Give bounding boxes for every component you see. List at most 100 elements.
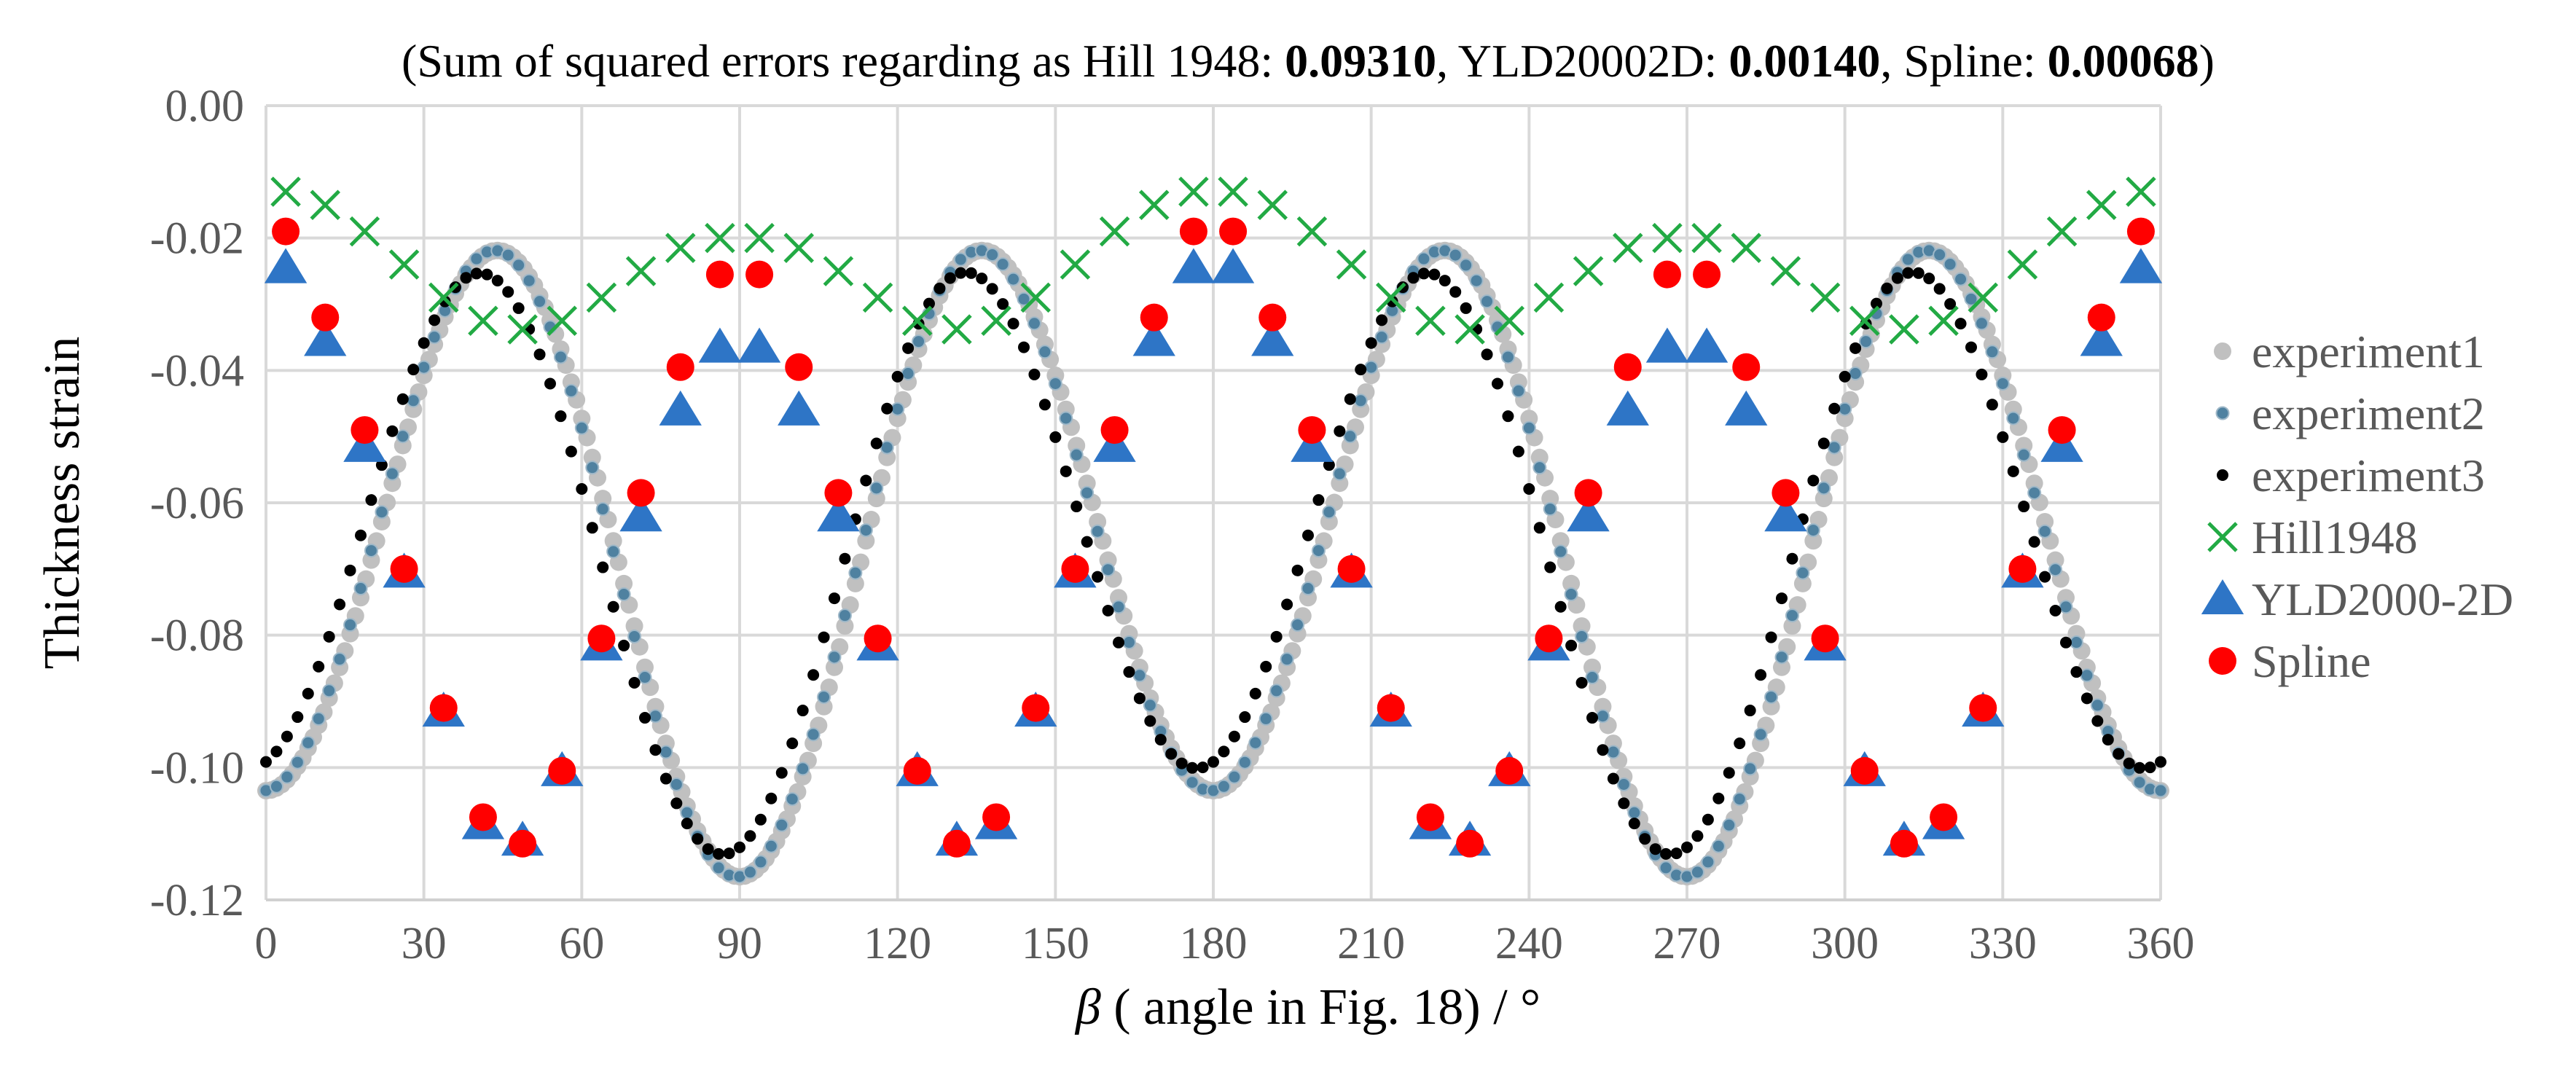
spline-point	[1140, 303, 1168, 332]
x-tick-label: 360	[2127, 919, 2195, 968]
spline-point	[311, 303, 340, 332]
hill-stroke	[1138, 189, 1170, 221]
experiment3-point	[2060, 636, 2072, 649]
experiment3-point	[1007, 318, 1019, 330]
experiment2-point	[1522, 420, 1536, 435]
hill1948-point	[1889, 314, 1919, 345]
experiment2-point	[595, 502, 610, 517]
hill-stroke	[1257, 189, 1288, 221]
experiment2-point	[1301, 581, 1315, 596]
experiment3-point	[2155, 756, 2166, 768]
hill-stroke	[428, 282, 459, 313]
experiment2-point	[837, 608, 852, 623]
experiment3-point	[1533, 522, 1546, 534]
experiment2-point	[2048, 563, 2063, 577]
spline-point	[1100, 416, 1129, 444]
experiment2-point	[1848, 367, 1863, 381]
hill1948-point	[1336, 249, 1367, 280]
experiment2-point	[353, 581, 368, 596]
hill1948-point	[744, 222, 775, 254]
experiment2-point	[1543, 502, 1557, 517]
experiment2-point	[1690, 865, 1704, 880]
spline-point	[1850, 756, 1879, 785]
hill-stroke	[547, 305, 578, 336]
experiment2-point	[280, 769, 294, 784]
experiment1-point	[1541, 490, 1559, 508]
x-tick-label: 210	[1337, 919, 1405, 968]
experiment2-point	[396, 429, 410, 444]
experiment2-point	[1817, 481, 1831, 496]
experiment3-point	[702, 843, 714, 855]
title-part: )	[2199, 35, 2215, 87]
experiment2-point	[1080, 485, 1095, 500]
experiment2-point	[1511, 383, 1526, 398]
experiment2-point	[1364, 360, 1379, 375]
hill-stroke	[1494, 305, 1525, 336]
experiment3-point	[1038, 399, 1051, 411]
hill1948-point	[1652, 222, 1683, 254]
experiment2-point	[1448, 248, 1463, 262]
experiment3-point	[2123, 757, 2135, 769]
experiment3-point	[618, 639, 630, 651]
title-part: , Spline:	[1880, 35, 2047, 87]
experiment1-point	[1825, 448, 1844, 466]
experiment3-point	[818, 631, 830, 643]
spline-point	[903, 756, 931, 785]
experiment2-point	[1774, 650, 1789, 665]
experiment3-point	[576, 482, 588, 495]
hill1948-point	[1612, 232, 1643, 264]
experiment2-point	[574, 420, 589, 435]
x-axis-title: β ( angle in Fig. 18) / °	[1074, 979, 1540, 1035]
experiment2-point	[1974, 316, 1989, 331]
experiment2-point	[1711, 839, 1726, 853]
experiment3-point	[923, 297, 935, 310]
experiment3-point	[1712, 792, 1725, 804]
experiment2-point	[1332, 466, 1347, 481]
hill1948-point	[1375, 282, 1406, 313]
experiment3-point	[1523, 482, 1535, 495]
legend-item: YLD2000-2D	[2201, 573, 2513, 625]
experiment2-point	[869, 481, 884, 496]
yld2000-2d-point	[264, 248, 308, 283]
y-axis-title: Thickness strain	[34, 337, 90, 670]
experiment2-point	[1038, 345, 1052, 359]
experiment2-point	[322, 683, 337, 698]
y-tick-label: -0.06	[150, 479, 244, 528]
experiment3-point	[586, 522, 598, 534]
experiment2-point	[2132, 775, 2147, 790]
experiment3-point	[1376, 314, 1388, 326]
experiment2-point	[606, 544, 621, 559]
experiment3-point	[1691, 830, 1704, 842]
yld2000-2d-point	[1685, 327, 1729, 363]
experiment3-point	[1175, 757, 1188, 769]
experiment2-point	[2069, 635, 2083, 650]
spline-point	[745, 260, 774, 289]
experiment2-point	[1806, 523, 1820, 538]
experiment1-point	[594, 490, 612, 508]
hill-stroke	[1375, 282, 1406, 313]
title-part: (Sum of squared errors regarding as Hill…	[402, 35, 1285, 87]
experiment2-point	[1732, 792, 1747, 807]
spline-point	[2087, 303, 2115, 332]
experiment1-point	[1562, 574, 1581, 592]
series-experiment3	[260, 267, 2166, 860]
experiment3-point	[470, 267, 482, 280]
hill1948-point	[1494, 305, 1525, 336]
spline-point	[1179, 217, 1207, 246]
experiment1-point	[826, 658, 843, 676]
experiment3-point	[544, 377, 556, 390]
experiment2-point	[1291, 618, 1305, 632]
experiment3-point	[1186, 761, 1199, 774]
hill-stroke	[1099, 216, 1130, 247]
experiment2-point	[648, 709, 662, 724]
experiment2-point	[1985, 345, 2000, 359]
experiment3-point	[2080, 692, 2093, 705]
experiment2-point	[1185, 775, 1199, 790]
experiment2-point	[1417, 251, 1431, 266]
legend-label: Spline	[2252, 635, 2371, 687]
hill-stroke	[1809, 282, 1841, 313]
hill-stroke	[270, 176, 301, 207]
experiment2-point	[1701, 855, 1715, 869]
experiment3-point	[1449, 286, 1462, 298]
experiment2-point	[1575, 629, 1589, 643]
